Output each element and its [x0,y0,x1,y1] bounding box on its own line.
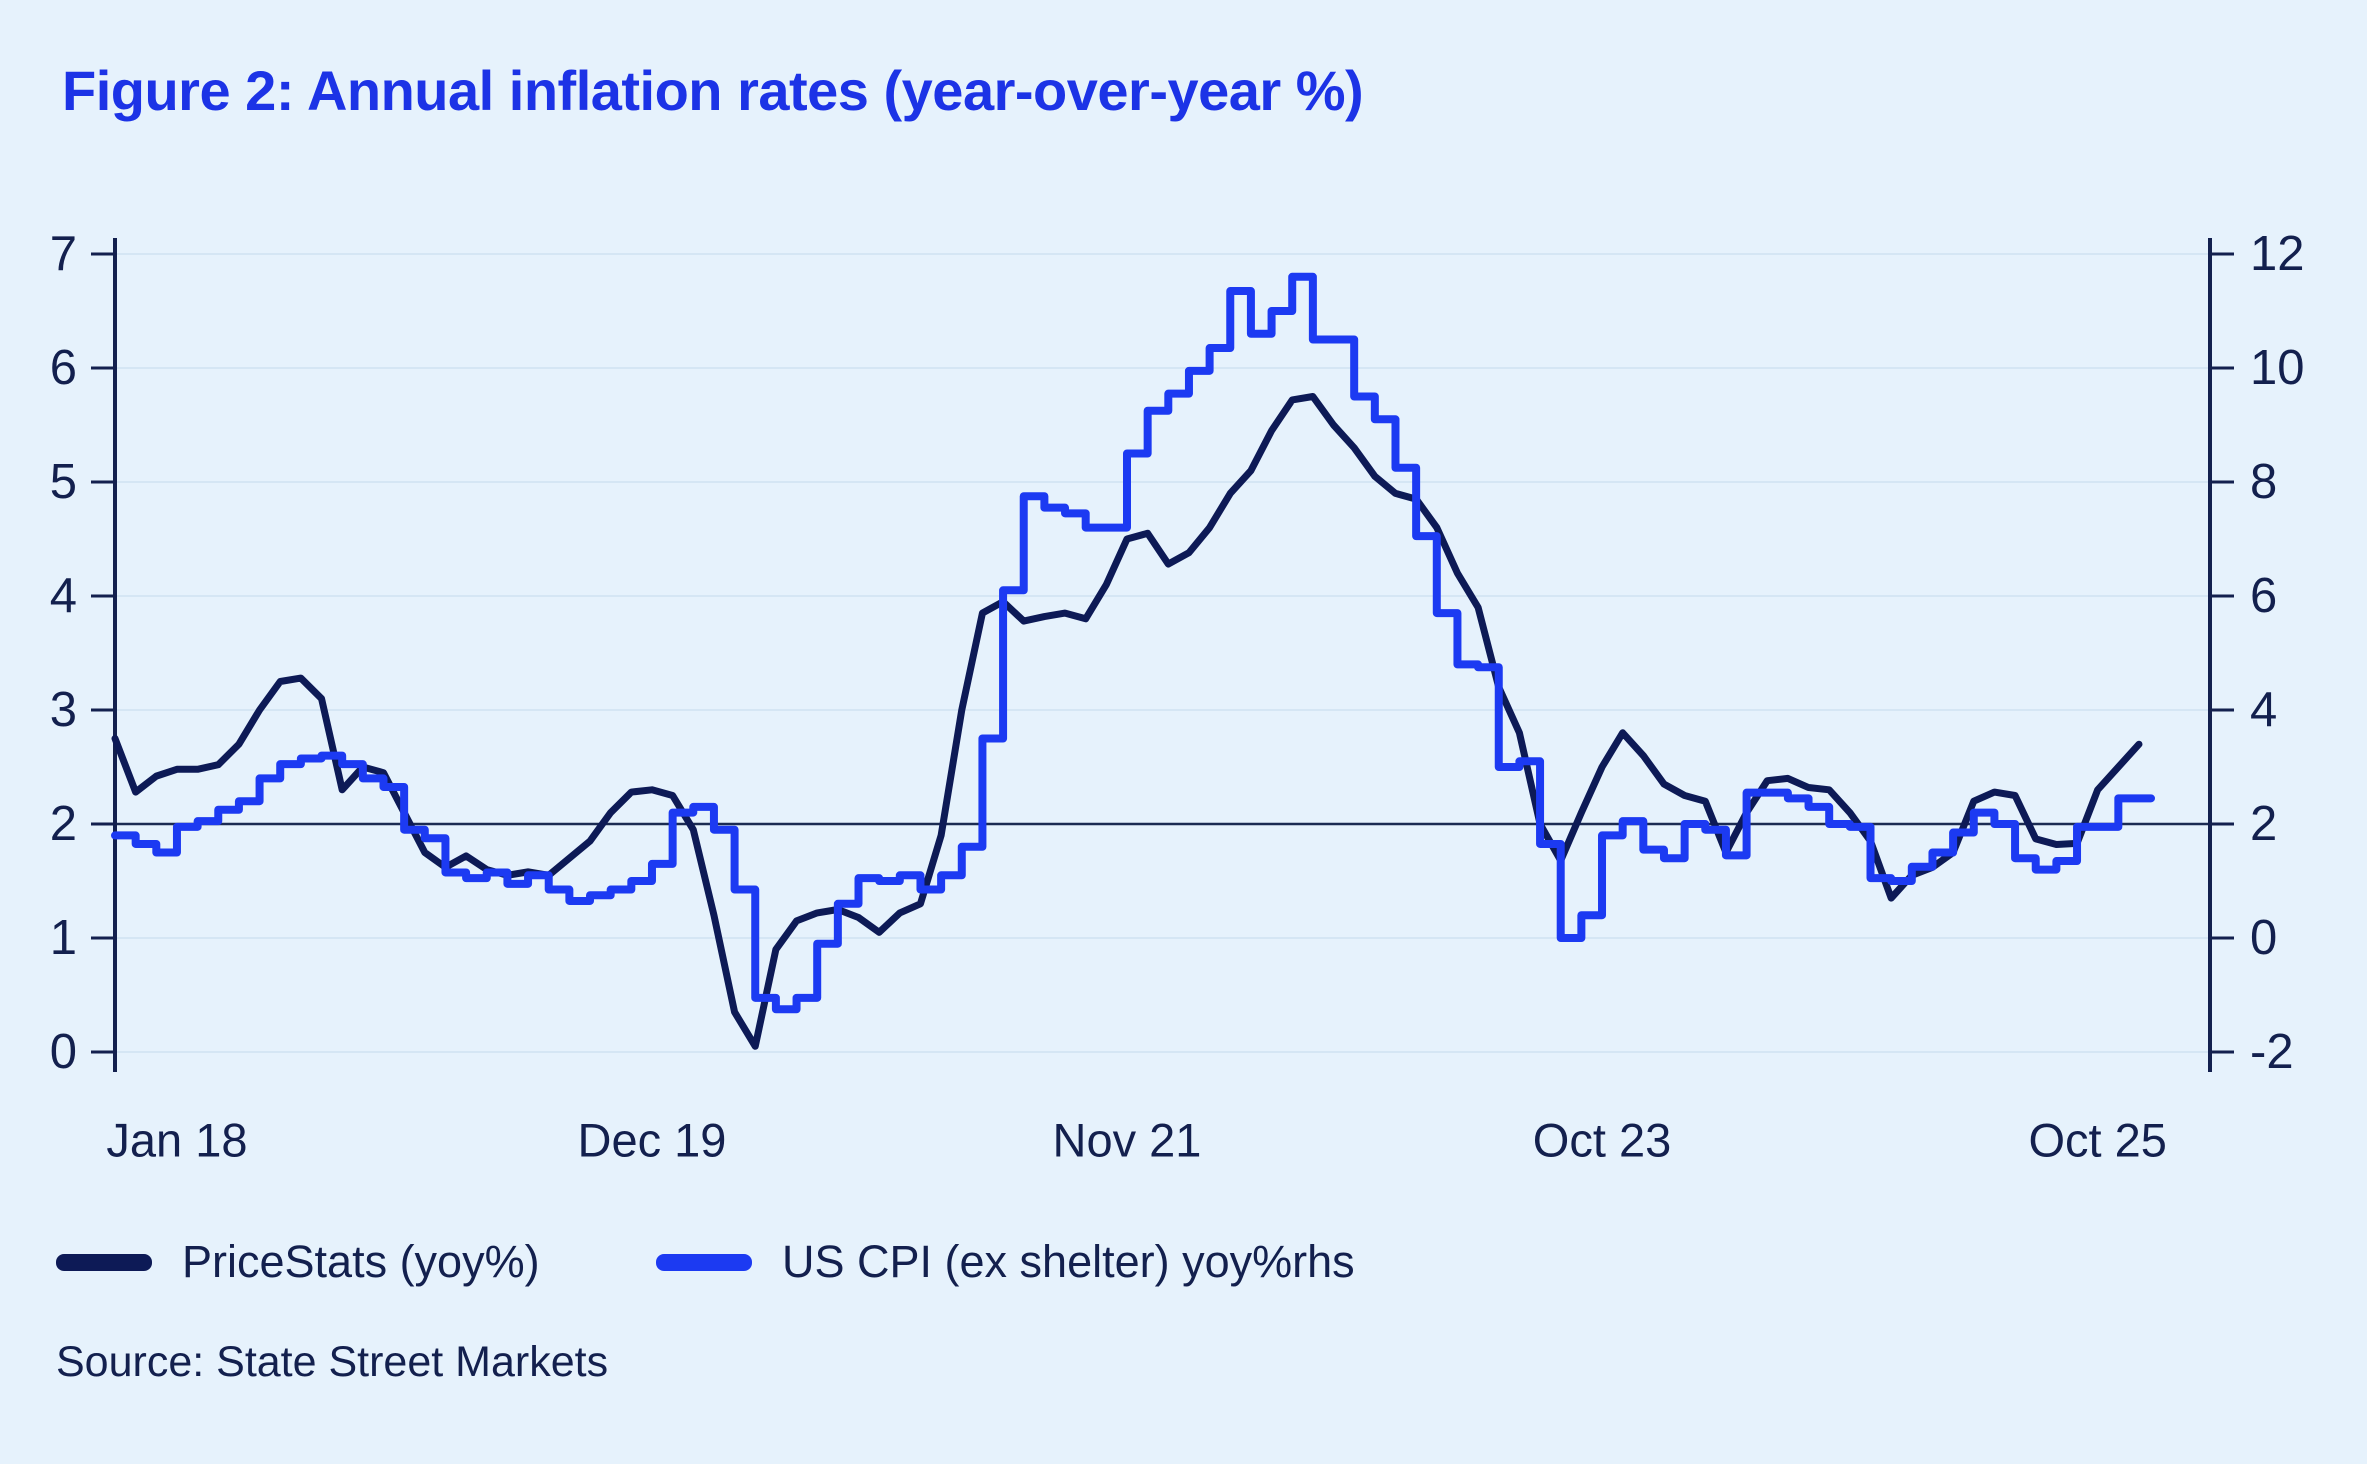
legend-item-cpi: US CPI (ex shelter) yoy%rhs [656,1232,1355,1292]
svg-text:2: 2 [50,797,77,851]
page-title: Figure 2: Annual inflation rates (year-o… [62,59,1364,122]
pricestats-swatch-icon [56,1253,152,1271]
svg-text:Jan 18: Jan 18 [106,1114,247,1167]
legend: PriceStats (yoy%) US CPI (ex shelter) yo… [0,1232,2367,1292]
svg-text:7: 7 [50,227,77,281]
svg-text:3: 3 [50,683,77,737]
legend-label-pricestats: PriceStats (yoy%) [182,1236,540,1287]
cpi-swatch-icon [656,1253,752,1271]
svg-text:6: 6 [2250,569,2277,623]
svg-text:Dec 19: Dec 19 [578,1114,727,1167]
svg-text:4: 4 [2250,683,2277,737]
svg-text:5: 5 [50,455,77,509]
svg-text:Oct 25: Oct 25 [2028,1114,2166,1167]
svg-text:8: 8 [2250,455,2277,509]
svg-text:2: 2 [2250,797,2277,851]
svg-text:12: 12 [2250,227,2305,281]
svg-text:4: 4 [50,569,77,623]
legend-item-pricestats: PriceStats (yoy%) [56,1232,540,1292]
source-note: Source: State Street Markets [56,1338,609,1386]
legend-label-cpi: US CPI (ex shelter) yoy%rhs [782,1236,1355,1287]
svg-text:0: 0 [2250,911,2277,965]
svg-text:10: 10 [2250,341,2305,395]
svg-text:6: 6 [50,341,77,395]
svg-text:Nov 21: Nov 21 [1053,1114,1202,1167]
svg-text:-2: -2 [2250,1025,2294,1079]
svg-text:1: 1 [50,911,77,965]
svg-text:0: 0 [50,1025,77,1079]
svg-text:Oct 23: Oct 23 [1533,1114,1671,1167]
